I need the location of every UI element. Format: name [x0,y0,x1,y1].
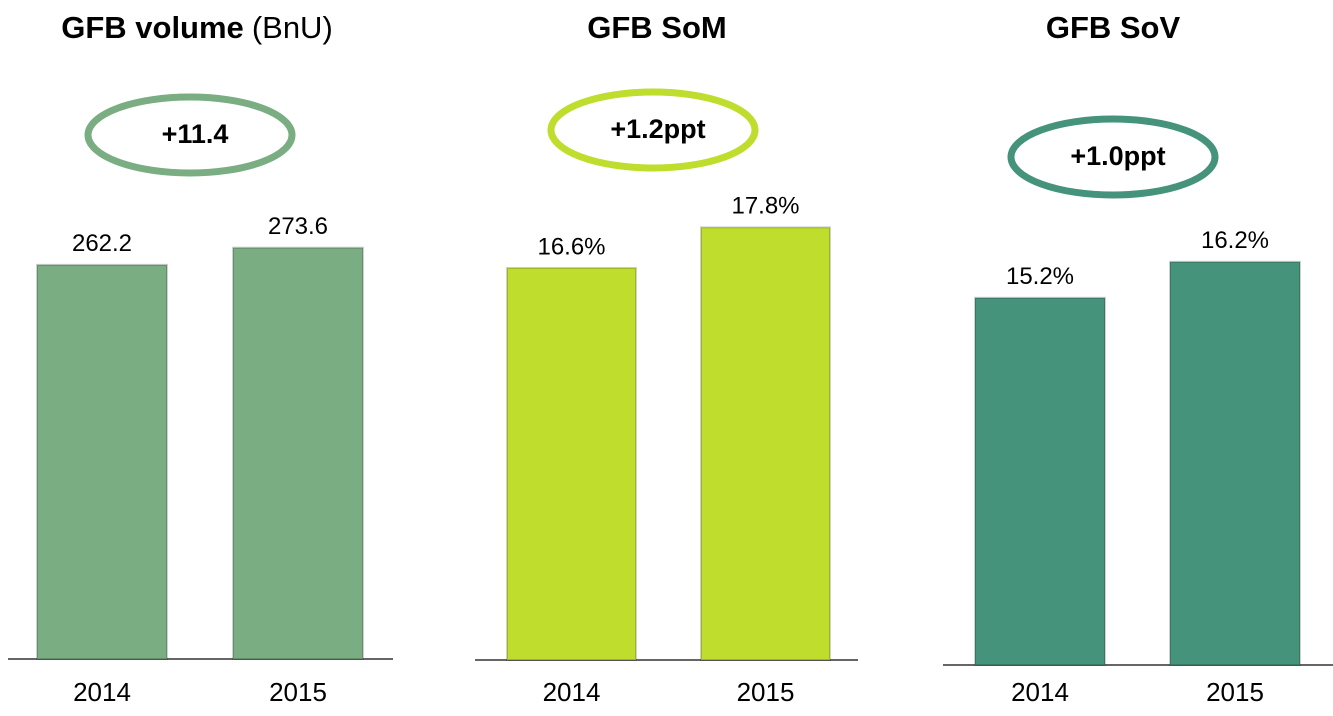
bar [36,263,168,660]
bar [506,266,637,661]
value-label: 16.2% [1201,227,1269,254]
value-label: 17.8% [731,193,799,220]
annotation: +11.4 [162,119,229,149]
chart: GFB volume (BnU) +11.4 262.2 2014 273.6 2015 [8,10,393,707]
value-label: 16.6% [537,233,605,260]
x-tick-label: 2014 [543,677,601,707]
x-tick-label: 2015 [737,677,795,707]
chart: GFB SoM +1.2ppt 16.6% 2014 17.8% 2015 [475,10,858,707]
x-tick-label: 2015 [1206,677,1264,707]
bar [700,226,831,662]
annotation: +1.0ppt [1070,141,1165,171]
annotation-ring [1007,115,1219,199]
x-tick-label: 2015 [269,677,327,707]
annotation-ring [84,93,296,177]
x-tick-label: 2014 [1011,677,1069,707]
value-label: 15.2% [1006,263,1074,290]
value-label: 273.6 [268,213,328,240]
value-label: 262.2 [72,230,132,257]
annotation-ring [547,88,759,172]
x-tick-label: 2014 [73,677,131,707]
annotation: +1.2ppt [610,114,705,144]
chart-title: GFB SoV [1046,10,1181,45]
chart-title: GFB volume (BnU) [61,10,333,45]
title-text: GFB SoM [587,10,727,45]
bar [1169,260,1301,666]
chart-title: GFB SoM [587,10,727,45]
bar [974,296,1106,666]
title-text: GFB SoV [1046,10,1181,45]
title-text: GFB volume [61,10,244,45]
title-unit: (BnU) [252,10,333,45]
bar [232,246,364,661]
chart: GFB SoV +1.0ppt 15.2% 2014 16.2% 2015 [943,10,1333,707]
